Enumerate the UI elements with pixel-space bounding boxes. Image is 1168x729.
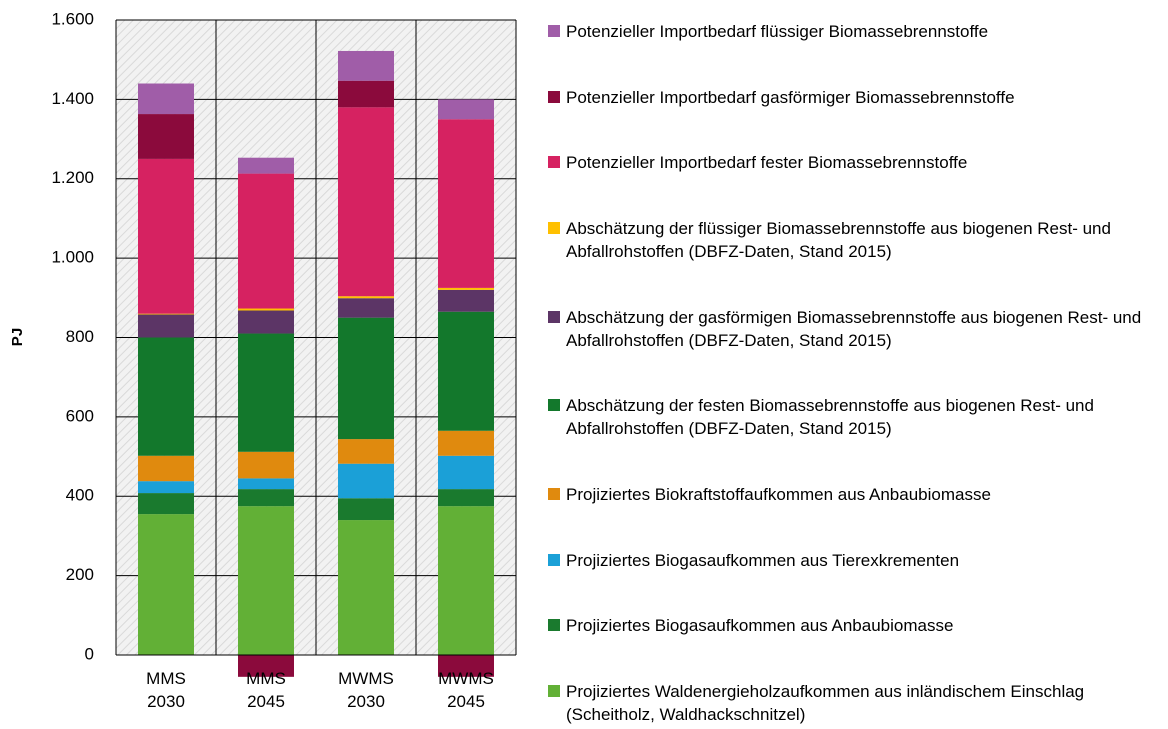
y-axis-label: PJ [9,328,26,346]
legend-item: Abschätzung der gasförmigen Biomassebren… [548,306,1166,352]
bar-segment [338,298,394,318]
bar-segment [438,287,494,290]
bar-segment [238,478,294,490]
chart: PJ 0 200 400 600 800 1.000 1.200 1.400 1.600 MMS 2… [9,9,517,711]
bar-segment [338,107,394,297]
bar-segment [138,481,194,494]
bar-segment [438,506,494,655]
legend-label: Abschätzung der gasförmigen Biomassebren… [566,307,1142,350]
bar-segment [438,489,494,507]
y-tick-label: 1.600 [51,9,94,28]
bar-segment [438,655,494,677]
bar-segment [338,317,394,440]
bar-segment [338,296,394,299]
bar-segment [238,655,294,677]
bar-segment [338,439,394,464]
x-tick-label: MMS 2045 [246,669,286,711]
bar-segment [338,498,394,521]
legend-swatch [548,156,560,169]
bar-segment [438,289,494,312]
bar-segment [438,119,494,288]
legend-label: Projiziertes Waldenergieholzaufkommen au… [566,681,1085,724]
legend-label: Abschätzung der festen Biomassebrennstof… [566,396,1094,439]
legend-label: Projiziertes Biogasaufkommen aus Anbaubi… [566,616,954,636]
bar-segment [238,489,294,507]
bar-segment [438,311,494,431]
legend-label: Potenzieller Importbedarf flüssiger Biom… [566,22,989,41]
legend-item: Projiziertes Biokraftstoffaufkommen aus … [548,483,1166,506]
y-tick-label: 800 [66,327,94,346]
legend-label: Potenzieller Importbedarf gasförmiger Bi… [566,87,1015,107]
y-tick-label: 600 [66,406,94,425]
legend-item: Potenzieller Importbedarf gasförmiger Bi… [548,86,1166,109]
legend-item: Abschätzung der flüssiger Biomassebrenns… [548,217,1166,263]
legend-label: Projiziertes Biogasaufkommen aus Tierexk… [566,550,960,570]
legend-label: Potenzieller Importbedarf fester Biomass… [566,153,968,173]
y-tick-label: 1.400 [51,89,94,108]
y-tick-label: 1.000 [51,248,94,267]
bar-segment [238,333,294,452]
bar-segment [438,430,494,456]
bar-segment [138,514,194,655]
legend-swatch [548,221,560,234]
bar-segment [138,337,194,456]
legend-swatch [548,684,560,697]
bar-segment [338,520,394,655]
bar-segment [238,451,294,479]
x-tick-label: MWMS 2045 [438,669,494,711]
legend-item: Abschätzung der festen Biomassebrennstof… [548,394,1166,440]
bar-segment [238,157,294,174]
bar-segment [438,455,494,490]
y-tick-label: 400 [66,486,94,505]
bar-segment [338,50,394,81]
legend-label: Abschätzung der flüssiger Biomassebrenns… [566,218,1111,261]
bar-segment [238,506,294,655]
x-tick-label: MWMS 2030 [338,669,394,711]
bar-segment [138,493,194,515]
bar-segment [238,310,294,334]
legend-swatch [548,25,560,37]
bar-segment [138,158,194,314]
bar-segment [138,314,194,338]
legend-item: Potenzieller Importbedarf flüssiger Biom… [548,20,1166,43]
x-tick-label: MMS 2030 [146,669,186,711]
bar-segment [238,308,294,311]
legend: Potenzieller Importbedarf flüssiger Biom… [548,20,1166,726]
bar-segment [238,173,294,309]
legend-swatch [548,619,560,632]
legend-swatch [548,487,560,500]
bar-segment [138,114,194,159]
legend-swatch [548,90,560,103]
legend-item: Potenzieller Importbedarf fester Biomass… [548,151,1166,174]
legend-swatch [548,310,560,323]
y-tick-label: 200 [66,565,94,584]
bar-segment [338,463,394,499]
legend-item: Projiziertes Waldenergieholzaufkommen au… [548,680,1166,726]
legend-item: Projiziertes Biogasaufkommen aus Anbaubi… [548,614,1166,637]
bar-segment [438,99,494,120]
bar-segment [338,80,394,108]
legend-swatch [548,553,560,566]
y-tick-label: 0 [85,644,94,663]
bar-segment [138,83,194,115]
legend-item: Projiziertes Biogasaufkommen aus Tierexk… [548,549,1166,572]
legend-swatch [548,399,560,412]
legend-label: Projiziertes Biokraftstoffaufkommen aus … [566,484,991,504]
bar-segment [138,455,194,482]
y-tick-label: 1.200 [51,168,94,187]
bar-segment [138,313,194,315]
